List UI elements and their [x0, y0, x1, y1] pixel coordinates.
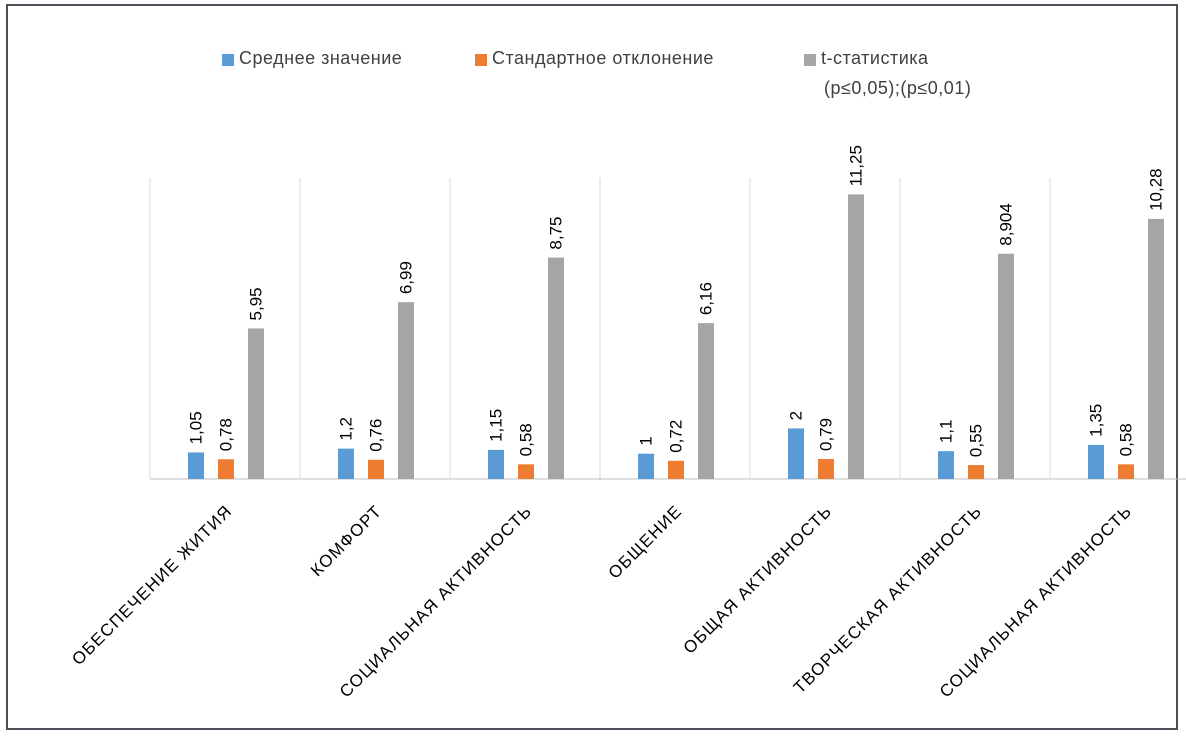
data-label-s1-c4: 0,79: [817, 418, 836, 451]
data-label-s0-c3: 1: [637, 436, 656, 445]
bar-s2-c3: [698, 323, 714, 479]
bar-s2-c2: [548, 257, 564, 479]
data-label-s1-c1: 0,76: [367, 419, 386, 452]
bar-s0-c0: [188, 452, 204, 479]
data-label-s2-c1: 6,99: [397, 261, 416, 294]
data-label-s2-c6: 10,28: [1147, 168, 1166, 211]
data-label-s2-c3: 6,16: [697, 282, 716, 315]
data-label-s2-c4: 11,25: [847, 145, 866, 186]
bar-s0-c4: [788, 428, 804, 479]
data-label-s0-c5: 1,1: [937, 420, 956, 444]
bar-s2-c1: [398, 302, 414, 479]
chart-frame: [6, 4, 1178, 730]
bar-s0-c1: [338, 448, 354, 479]
bar-s1-c3: [668, 460, 684, 479]
bar-s2-c0: [248, 328, 264, 479]
data-label-s0-c2: 1,15: [487, 409, 506, 442]
legend-label-std: Стандартное отклонение: [492, 48, 714, 68]
bar-s2-c4: [848, 194, 864, 479]
bar-s1-c4: [818, 459, 834, 479]
bar-s1-c6: [1118, 464, 1134, 479]
legend-swatch-mean: [222, 54, 234, 66]
legend-swatch-tstat: [804, 54, 816, 66]
bar-s0-c3: [638, 453, 654, 479]
bar-s1-c1: [368, 459, 384, 479]
data-label-s0-c6: 1,35: [1087, 404, 1106, 437]
legend-label-mean: Среднее значение: [239, 48, 403, 68]
data-label-s0-c4: 2: [787, 411, 806, 420]
data-label-s0-c0: 1,05: [187, 411, 206, 444]
data-label-s2-c5: 8,904: [997, 203, 1016, 246]
data-label-s0-c1: 1,2: [337, 417, 356, 441]
bar-s0-c5: [938, 451, 954, 479]
data-label-s1-c3: 0,72: [667, 420, 686, 453]
bar-s1-c2: [518, 464, 534, 479]
bar-s1-c5: [968, 465, 984, 479]
category-label-4: ОБЩАЯ АКТИВНОСТЬ: [680, 501, 836, 657]
category-label-3: ОБЩЕНИЕ: [605, 501, 686, 582]
data-label-s1-c0: 0,78: [217, 418, 236, 451]
bar-s2-c6: [1148, 218, 1164, 479]
data-label-s1-c5: 0,55: [967, 424, 986, 457]
category-label-1: КОМФОРТ: [307, 501, 386, 580]
category-label-0: ОБЕСПЕЧЕНИЕ ЖИТИЯ: [68, 501, 236, 669]
bar-s1-c0: [218, 459, 234, 479]
data-label-s2-c2: 8,75: [547, 217, 566, 250]
bar-s0-c2: [488, 449, 504, 479]
bar-s0-c6: [1088, 444, 1104, 479]
legend: Среднее значение Стандартное отклонение …: [0, 0, 1186, 110]
bar-s2-c5: [998, 253, 1014, 479]
legend-swatch-std: [475, 54, 487, 66]
legend-label-tstat: t-статистика: [821, 48, 929, 68]
data-label-s1-c6: 0,58: [1117, 423, 1136, 456]
data-label-s2-c0: 5,95: [247, 287, 266, 320]
data-label-s1-c2: 0,58: [517, 423, 536, 456]
legend-label-tstat-line2: (p≤0,05);(p≤0,01): [824, 78, 972, 98]
